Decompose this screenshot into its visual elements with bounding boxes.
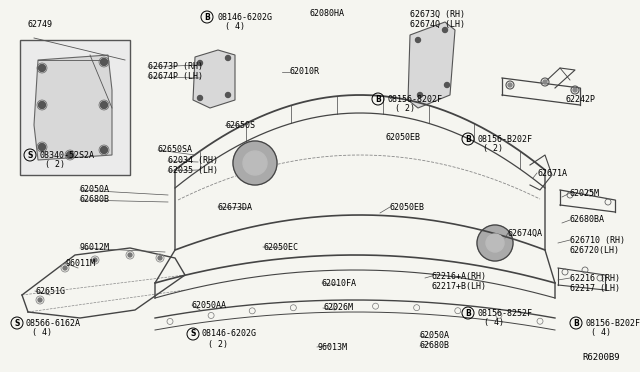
Text: ( 4): ( 4) bbox=[225, 22, 245, 31]
Text: 62673DA: 62673DA bbox=[218, 202, 253, 212]
Circle shape bbox=[225, 93, 230, 97]
Text: R6200B9: R6200B9 bbox=[582, 353, 620, 362]
Text: 62749: 62749 bbox=[28, 20, 53, 29]
Polygon shape bbox=[34, 55, 112, 160]
Circle shape bbox=[417, 93, 422, 97]
Text: 62216+A(RH): 62216+A(RH) bbox=[432, 272, 487, 280]
Text: 08146-6202G: 08146-6202G bbox=[218, 13, 273, 22]
Text: ( 2): ( 2) bbox=[395, 103, 415, 112]
Text: 62050A: 62050A bbox=[420, 331, 450, 340]
Text: 62671A: 62671A bbox=[537, 169, 567, 177]
Text: 62217 (LH): 62217 (LH) bbox=[570, 283, 620, 292]
Text: 08156-8252F: 08156-8252F bbox=[477, 308, 532, 317]
Text: 62034 (RH): 62034 (RH) bbox=[168, 157, 218, 166]
Text: 96011M: 96011M bbox=[65, 259, 95, 267]
Circle shape bbox=[442, 28, 447, 32]
Text: 62673P (RH): 62673P (RH) bbox=[148, 62, 203, 71]
Circle shape bbox=[63, 266, 67, 270]
Text: 62217+B(LH): 62217+B(LH) bbox=[432, 282, 487, 291]
Polygon shape bbox=[193, 50, 235, 108]
Text: 96012M: 96012M bbox=[80, 244, 110, 253]
Text: 62650S: 62650S bbox=[225, 121, 255, 129]
Circle shape bbox=[38, 64, 45, 71]
Circle shape bbox=[158, 256, 162, 260]
Text: 62050A: 62050A bbox=[80, 186, 110, 195]
Text: B: B bbox=[204, 13, 210, 22]
Text: 62025M: 62025M bbox=[570, 189, 600, 198]
Text: 62050EC: 62050EC bbox=[263, 243, 298, 251]
Text: 62680B: 62680B bbox=[420, 341, 450, 350]
Circle shape bbox=[38, 102, 45, 109]
Circle shape bbox=[508, 83, 512, 87]
Text: 62216 (RH): 62216 (RH) bbox=[570, 273, 620, 282]
Circle shape bbox=[198, 96, 202, 100]
Text: ( 4): ( 4) bbox=[484, 317, 504, 327]
Text: S: S bbox=[190, 330, 196, 339]
Circle shape bbox=[486, 234, 504, 252]
Text: ( 2): ( 2) bbox=[45, 160, 65, 170]
Text: 62035 (LH): 62035 (LH) bbox=[168, 167, 218, 176]
Text: S: S bbox=[14, 318, 20, 327]
Text: 62651G: 62651G bbox=[35, 286, 65, 295]
Polygon shape bbox=[408, 22, 455, 108]
Text: B: B bbox=[465, 135, 471, 144]
Circle shape bbox=[415, 38, 420, 42]
Text: 62026M: 62026M bbox=[323, 304, 353, 312]
Text: ( 2): ( 2) bbox=[483, 144, 503, 153]
Circle shape bbox=[128, 253, 132, 257]
Circle shape bbox=[67, 151, 74, 158]
Text: 626710 (RH): 626710 (RH) bbox=[570, 235, 625, 244]
Text: 62680B: 62680B bbox=[80, 196, 110, 205]
Circle shape bbox=[543, 80, 547, 84]
Text: 62080HA: 62080HA bbox=[310, 10, 345, 19]
Circle shape bbox=[225, 55, 230, 61]
Circle shape bbox=[445, 83, 449, 87]
Circle shape bbox=[93, 258, 97, 262]
Circle shape bbox=[38, 298, 42, 302]
Text: 626720(LH): 626720(LH) bbox=[570, 246, 620, 254]
Circle shape bbox=[477, 225, 513, 261]
Text: B: B bbox=[573, 318, 579, 327]
Text: 62673Q (RH): 62673Q (RH) bbox=[410, 10, 465, 19]
Text: ( 4): ( 4) bbox=[591, 328, 611, 337]
Text: 62650SA: 62650SA bbox=[158, 145, 193, 154]
Text: 62242P: 62242P bbox=[565, 96, 595, 105]
Text: 62674QA: 62674QA bbox=[508, 228, 543, 237]
Text: ( 2): ( 2) bbox=[208, 340, 228, 349]
Text: ( 4): ( 4) bbox=[32, 328, 52, 337]
Text: 62674Q (LH): 62674Q (LH) bbox=[410, 19, 465, 29]
Text: 62050EB: 62050EB bbox=[385, 132, 420, 141]
Text: 08340-52S2A: 08340-52S2A bbox=[39, 151, 94, 160]
Circle shape bbox=[243, 151, 267, 175]
Circle shape bbox=[100, 147, 108, 154]
Text: S: S bbox=[28, 151, 33, 160]
Circle shape bbox=[100, 102, 108, 109]
Text: 08566-6162A: 08566-6162A bbox=[26, 318, 81, 327]
Text: 96013M: 96013M bbox=[317, 343, 347, 352]
Bar bbox=[20, 40, 130, 175]
Text: 08156-B202F: 08156-B202F bbox=[477, 135, 532, 144]
Text: 62050EB: 62050EB bbox=[390, 202, 425, 212]
Circle shape bbox=[198, 61, 202, 65]
Text: 62050AA: 62050AA bbox=[192, 301, 227, 310]
Circle shape bbox=[233, 141, 277, 185]
Circle shape bbox=[573, 88, 577, 92]
Text: 62010R: 62010R bbox=[290, 67, 320, 77]
Text: 62010FA: 62010FA bbox=[322, 279, 357, 288]
Text: 08156-8202F: 08156-8202F bbox=[387, 94, 442, 103]
Text: B: B bbox=[375, 94, 381, 103]
Text: 08156-B202F: 08156-B202F bbox=[585, 318, 640, 327]
Circle shape bbox=[100, 58, 108, 65]
Text: 62674P (LH): 62674P (LH) bbox=[148, 73, 203, 81]
Text: 08146-6202G: 08146-6202G bbox=[201, 330, 256, 339]
Text: B: B bbox=[465, 308, 471, 317]
Circle shape bbox=[38, 144, 45, 151]
Text: 62680BA: 62680BA bbox=[570, 215, 605, 224]
